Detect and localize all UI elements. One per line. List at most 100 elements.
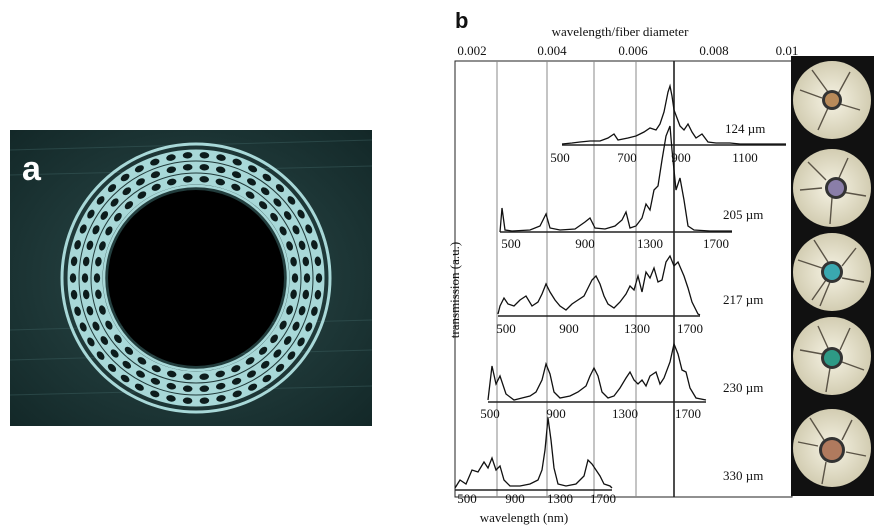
air-hole — [262, 173, 272, 182]
air-hole — [98, 305, 106, 315]
air-hole — [92, 225, 100, 235]
air-hole — [107, 363, 117, 372]
air-hole — [74, 240, 81, 250]
top-tick: 0.002 — [457, 43, 486, 58]
air-hole — [114, 334, 122, 344]
air-hole — [150, 171, 161, 179]
air-hole — [122, 360, 132, 369]
tick-label: 900 — [575, 236, 595, 251]
cladding-boundary — [60, 142, 332, 414]
air-hole — [216, 154, 226, 161]
air-hole — [286, 305, 294, 315]
air-hole — [283, 211, 292, 220]
cladding-boundary — [102, 184, 290, 372]
air-hole — [270, 334, 278, 344]
tick-label: 500 — [457, 491, 477, 506]
air-hole — [291, 273, 299, 283]
air-hole — [279, 226, 287, 236]
air-hole — [298, 306, 306, 316]
tick-label: 1300 — [612, 406, 638, 421]
air-hole — [297, 337, 305, 347]
air-hole — [92, 321, 100, 331]
air-hole — [107, 184, 117, 193]
air-hole — [86, 306, 94, 316]
spectrum-trace — [561, 83, 786, 145]
air-hole — [311, 306, 318, 316]
top-tick: 0.01 — [776, 43, 799, 58]
air-hole — [166, 178, 177, 186]
air-hole — [215, 382, 226, 390]
top-axis: 0.002 0.004 0.006 0.008 0.01 — [457, 43, 798, 58]
subplot-label: 205 µm — [723, 207, 763, 222]
air-hole — [70, 289, 78, 300]
air-hole — [96, 196, 105, 205]
air-hole — [215, 370, 226, 378]
air-hole — [136, 178, 145, 186]
air-hole — [199, 176, 209, 183]
air-hole — [74, 306, 81, 316]
air-hole — [270, 212, 278, 222]
air-hole — [297, 209, 305, 219]
subplot-label: 124 µm — [725, 121, 765, 136]
air-hole — [290, 256, 297, 267]
air-hole — [275, 184, 285, 193]
air-hole — [79, 322, 87, 332]
air-hole — [290, 289, 297, 300]
air-hole — [70, 256, 78, 267]
endface-image — [793, 317, 871, 395]
air-hole — [303, 273, 311, 283]
air-hole — [98, 241, 106, 251]
air-hole — [79, 224, 87, 234]
bottom-axis-title: wavelength (nm) — [480, 510, 568, 525]
air-hole — [95, 289, 102, 300]
panel-b: b wavelength/fiber diameter 0.002 0.004 … — [447, 8, 874, 525]
spectrum-trace — [497, 254, 701, 316]
air-hole — [279, 320, 287, 330]
air-hole — [273, 349, 282, 358]
top-tick: 0.006 — [618, 43, 648, 58]
endface-image — [793, 409, 871, 487]
tick-label: 1100 — [732, 150, 758, 165]
spectrum-trace — [487, 341, 707, 401]
subplot-label: 217 µm — [723, 292, 763, 307]
air-hole — [302, 256, 310, 267]
y-axis-title: transmission (a.u.) — [447, 242, 462, 338]
tick-label: 1700 — [590, 491, 616, 506]
spectrum-trace — [499, 125, 732, 233]
tick-label: 1300 — [624, 321, 650, 336]
air-hole — [292, 225, 300, 235]
air-hole — [182, 152, 193, 159]
air-hole — [258, 346, 268, 355]
air-hole — [182, 397, 193, 404]
air-hole — [232, 158, 242, 166]
air-hole — [260, 187, 270, 196]
top-axis-title: wavelength/fiber diameter — [552, 24, 689, 39]
air-hole — [69, 273, 77, 283]
air-hole — [100, 211, 109, 220]
air-hole — [151, 365, 161, 373]
subplot-label: 230 µm — [723, 380, 763, 395]
air-hole — [258, 201, 268, 210]
air-hole — [105, 320, 113, 330]
tick-label: 1700 — [677, 321, 703, 336]
air-hole — [199, 373, 209, 380]
vertical-gridlines — [496, 61, 637, 497]
air-hole — [105, 226, 113, 236]
air-hole — [305, 224, 313, 234]
air-hole — [134, 165, 144, 173]
panel-b-label: b — [455, 8, 468, 33]
air-hole — [124, 201, 134, 210]
subplot-330um: 330 µm 500 900 1300 1700 — [454, 417, 763, 506]
air-hole — [199, 385, 210, 392]
air-hole — [215, 166, 226, 174]
air-hole — [120, 173, 130, 182]
air-hole — [305, 322, 313, 332]
endface-image — [793, 233, 871, 311]
air-hole — [182, 385, 193, 392]
air-hole — [247, 370, 256, 378]
air-hole — [231, 377, 242, 385]
endface-image — [793, 61, 871, 139]
air-hole — [273, 198, 282, 207]
air-hole — [81, 273, 89, 283]
tick-label: 500 — [496, 321, 516, 336]
